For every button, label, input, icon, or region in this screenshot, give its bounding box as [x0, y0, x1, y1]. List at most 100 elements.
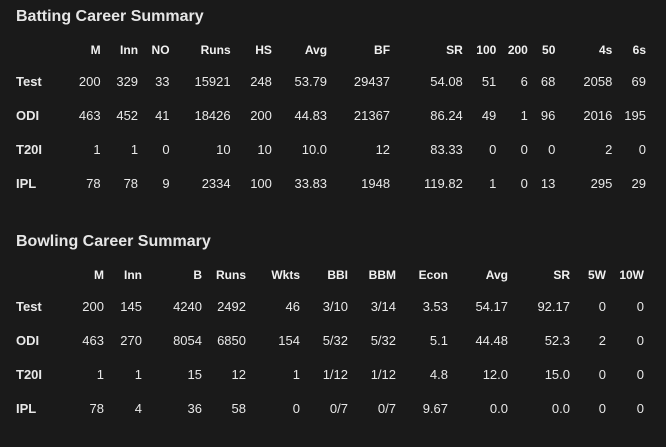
batting-cell: 29 — [631, 175, 646, 191]
bowling-cell: 0 — [636, 366, 644, 382]
bowling-header-format — [10, 261, 60, 289]
bowling-cell: 154 — [278, 332, 300, 348]
batting-cell: 12 — [375, 141, 391, 157]
bowling-cell: 0 — [598, 366, 606, 382]
batting-cell: 53.79 — [294, 73, 328, 89]
bowling-cell-format: Test — [16, 298, 42, 314]
bowling-cell: 0 — [636, 400, 644, 416]
bowling-header-m: M — [94, 268, 104, 282]
batting-cell-format: ODI — [16, 107, 40, 123]
batting-header-hs: HS — [255, 43, 272, 57]
batting-cell: 195 — [624, 107, 646, 123]
batting-cell: 2334 — [201, 175, 231, 191]
batting-cell: 0 — [489, 141, 497, 157]
bowling-cell: 46 — [285, 298, 300, 314]
batting-cell: 68 — [540, 73, 556, 89]
bowling-header-avg: Avg — [485, 268, 508, 282]
batting-cell-format: IPL — [16, 175, 37, 191]
bowling-cell: 58 — [231, 400, 246, 416]
bowling-cell: 54.17 — [475, 298, 508, 314]
batting-cell: 0 — [162, 141, 170, 157]
bowling-cell: 12 — [231, 366, 246, 382]
bowling-cell: 4240 — [173, 298, 202, 314]
batting-cell: 78 — [123, 175, 139, 191]
bowling-cell: 1/12 — [370, 366, 396, 382]
bowling-cell: 12.0 — [482, 366, 508, 382]
batting-header-bf: BF — [374, 43, 391, 57]
bowling-header-b: B — [193, 268, 202, 282]
bowling-header-bbm: BBM — [368, 268, 396, 282]
bowling-header-10w: 10W — [619, 268, 644, 282]
batting-cell: 10 — [216, 141, 231, 157]
table-row: IPL 78 78 9 2334 100 33.83 1948 119.82 1… — [10, 166, 646, 200]
bowling-cell: 0 — [598, 400, 606, 416]
bowling-cell: 15.0 — [544, 366, 570, 382]
batting-summary-table: M Inn NO Runs HS Avg BF SR 100 200 50 4s… — [10, 36, 646, 200]
bowling-cell: 0.0 — [551, 400, 570, 416]
bowling-header-econ: Econ — [418, 268, 448, 282]
bowling-cell: 3/14 — [370, 298, 396, 314]
batting-cell: 41 — [155, 107, 170, 123]
batting-header-sr: SR — [446, 43, 463, 57]
batting-cell: 96 — [540, 107, 556, 123]
bowling-cell: 5/32 — [370, 332, 396, 348]
bowling-cell: 5/32 — [322, 332, 348, 348]
batting-cell: 69 — [631, 73, 646, 89]
batting-summary-title: Batting Career Summary — [16, 8, 204, 25]
batting-header-no: NO — [151, 43, 170, 57]
batting-cell: 21367 — [353, 107, 391, 123]
batting-header-6s: 6s — [632, 43, 646, 57]
bowling-cell: 92.17 — [537, 298, 570, 314]
batting-cell: 1 — [93, 141, 101, 157]
batting-cell: 18426 — [194, 107, 231, 123]
bowling-cell: 1 — [134, 366, 142, 382]
batting-cell: 295 — [590, 175, 613, 191]
batting-cell: 6 — [520, 73, 528, 89]
bowling-cell: 0 — [292, 400, 300, 416]
table-row: ODI 463 452 41 18426 200 44.83 21367 86.… — [10, 98, 646, 132]
bowling-cell: 270 — [120, 332, 142, 348]
table-row: Test 200 329 33 15921 248 53.79 29437 54… — [10, 64, 646, 98]
batting-cell: 119.82 — [424, 175, 463, 191]
batting-header-row: M Inn NO Runs HS Avg BF SR 100 200 50 4s… — [10, 36, 646, 64]
bowling-cell: 0 — [636, 298, 644, 314]
batting-header-m: M — [90, 43, 101, 57]
batting-header-50: 50 — [542, 43, 556, 57]
batting-cell: 9 — [162, 175, 170, 191]
bowling-cell: 4 — [134, 400, 142, 416]
batting-cell: 1 — [489, 175, 497, 191]
table-row: IPL 78 4 36 58 0 0/7 0/7 9.67 0.0 0.0 0 … — [10, 391, 644, 425]
table-row: T20I 1 1 15 12 1 1/12 1/12 4.8 12.0 15.0… — [10, 357, 644, 391]
batting-cell: 13 — [540, 175, 556, 191]
batting-header-inn: Inn — [120, 43, 139, 57]
batting-header-100: 100 — [476, 43, 497, 57]
batting-cell: 49 — [481, 107, 497, 123]
bowling-cell: 3/10 — [322, 298, 348, 314]
bowling-header-runs: Runs — [216, 268, 246, 282]
batting-cell: 200 — [78, 73, 101, 89]
batting-cell: 463 — [78, 107, 101, 123]
bowling-cell: 8054 — [173, 332, 202, 348]
bowling-cell: 3.53 — [422, 298, 448, 314]
batting-cell: 2 — [605, 141, 613, 157]
batting-cell: 248 — [250, 73, 272, 89]
batting-cell: 200 — [250, 107, 272, 123]
batting-cell: 1 — [130, 141, 139, 157]
batting-cell: 0 — [520, 141, 528, 157]
bowling-cell: 9.67 — [422, 400, 448, 416]
batting-cell-format: Test — [16, 73, 42, 89]
batting-cell: 452 — [116, 107, 139, 123]
bowling-cell: 15 — [187, 366, 202, 382]
batting-cell: 0 — [520, 175, 528, 191]
bowling-cell: 0/7 — [329, 400, 348, 416]
bowling-cell: 2492 — [217, 298, 246, 314]
bowling-cell: 463 — [82, 332, 104, 348]
batting-cell: 33.83 — [294, 175, 328, 191]
batting-cell: 29437 — [353, 73, 391, 89]
bowling-header-inn: Inn — [124, 268, 142, 282]
bowling-cell: 52.3 — [544, 332, 570, 348]
bowling-summary-table: M Inn B Runs Wkts BBI BBM Econ Avg SR 5W… — [10, 261, 644, 425]
batting-cell: 33 — [155, 73, 170, 89]
batting-cell: 0 — [638, 141, 646, 157]
bowling-cell: 2 — [598, 332, 606, 348]
